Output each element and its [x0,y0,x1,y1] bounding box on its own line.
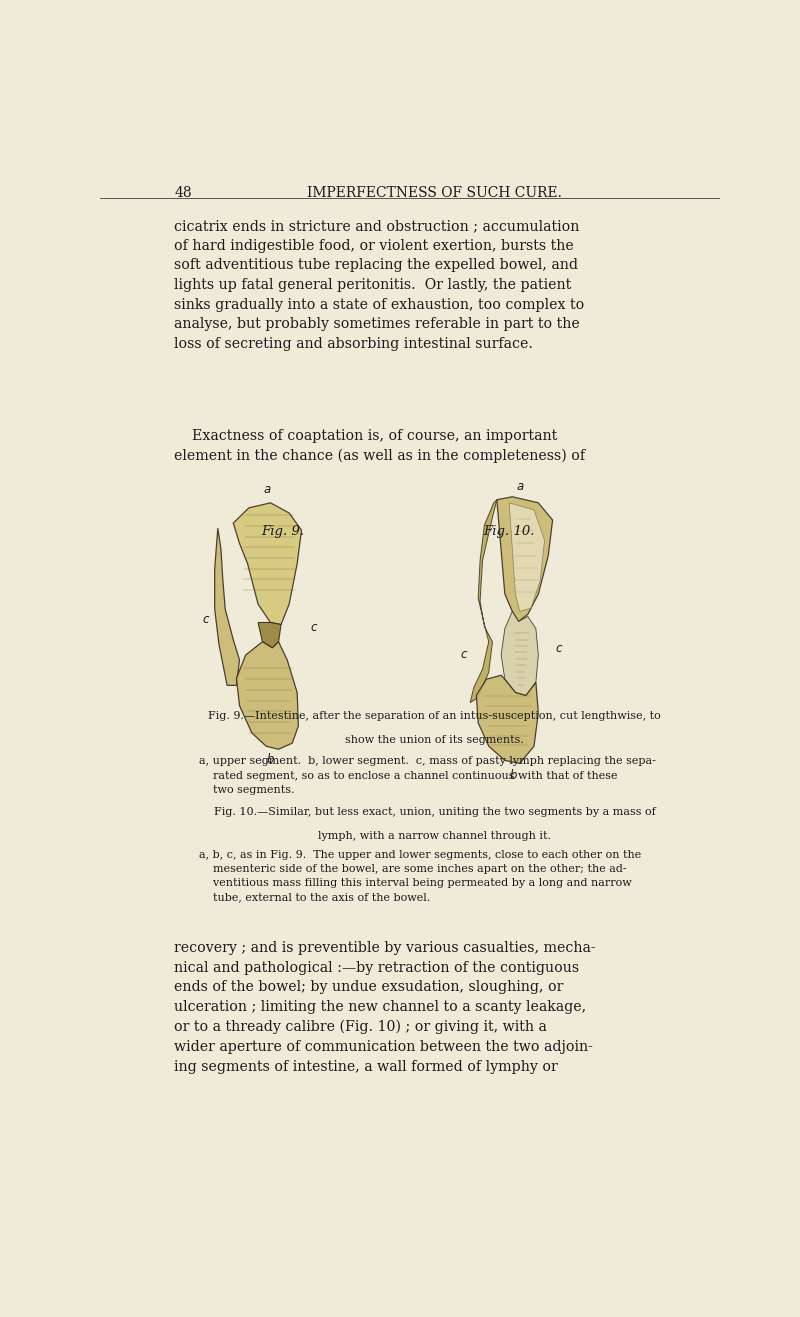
Polygon shape [258,623,281,648]
Text: recovery ; and is preventible by various casualties, mecha-
nical and pathologic: recovery ; and is preventible by various… [174,940,596,1073]
Text: a: a [516,479,523,493]
Polygon shape [470,499,497,702]
Text: show the union of its segments.: show the union of its segments. [346,735,524,745]
Polygon shape [497,497,553,622]
Polygon shape [501,611,538,695]
Text: c: c [310,622,317,633]
Text: Fig. 9.—Intestine, after the separation of an intus-susception, cut lengthwise, : Fig. 9.—Intestine, after the separation … [209,711,661,720]
Text: a, b, c, as in Fig. 9.  The upper and lower segments, close to each other on the: a, b, c, as in Fig. 9. The upper and low… [199,849,642,902]
Polygon shape [510,503,545,611]
Text: 48: 48 [174,187,192,200]
Text: Exactness of coaptation is, of course, an important
element in the chance (as we: Exactness of coaptation is, of course, a… [174,429,586,464]
Text: c: c [555,643,562,656]
Text: c: c [202,612,209,626]
Polygon shape [234,503,302,624]
Text: a, upper segment.  b, lower segment.  c, mass of pasty lymph replacing the sepa-: a, upper segment. b, lower segment. c, m… [199,756,656,794]
Text: Fig. 9.: Fig. 9. [262,525,305,539]
Polygon shape [237,641,298,749]
Text: b: b [266,753,274,766]
Text: IMPERFECTNESS OF SUCH CURE.: IMPERFECTNESS OF SUCH CURE. [307,187,562,200]
Text: c: c [461,648,467,661]
Text: a: a [264,483,271,495]
Text: b: b [510,769,518,781]
Text: lymph, with a narrow channel through it.: lymph, with a narrow channel through it. [318,831,551,842]
Text: cicatrix ends in stricture and obstruction ; accumulation
of hard indigestible f: cicatrix ends in stricture and obstructi… [174,219,585,352]
Text: Fig. 10.: Fig. 10. [483,525,535,539]
Polygon shape [214,528,239,685]
Polygon shape [476,676,538,764]
Text: Fig. 10.—Similar, but less exact, union, uniting the two segments by a mass of: Fig. 10.—Similar, but less exact, union,… [214,807,656,817]
